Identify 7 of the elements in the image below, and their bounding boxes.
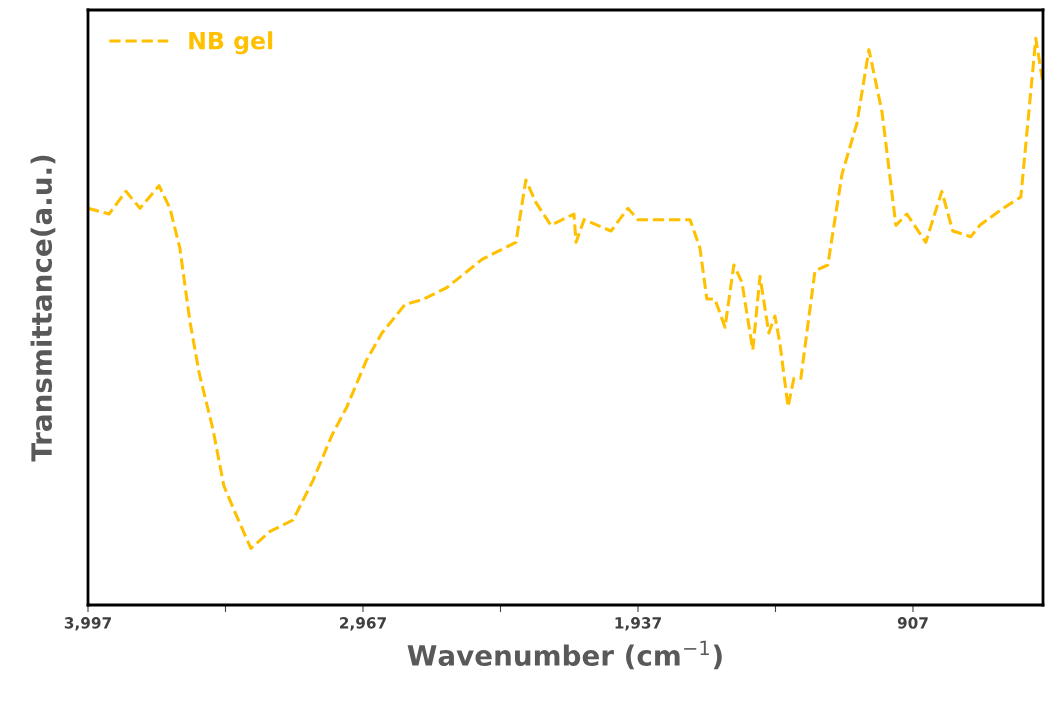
x-axis-title: Wavenumber (cm$^{−1}$) <box>407 640 722 670</box>
legend-label: NB gel <box>189 31 273 55</box>
x-tick-label: 907 <box>897 617 928 629</box>
x-tick-label: 3,997 <box>64 617 111 631</box>
y-axis-title: Transmittance(a.u.) <box>30 155 56 462</box>
x-tick-label: 1,937 <box>615 617 661 631</box>
x-tick-label: 2,967 <box>340 617 386 631</box>
